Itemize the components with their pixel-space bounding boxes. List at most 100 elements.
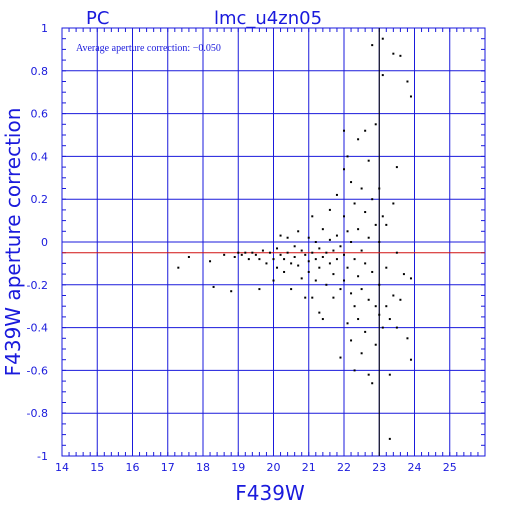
data-point <box>290 262 293 265</box>
data-point <box>367 159 370 162</box>
data-point <box>395 251 398 254</box>
data-point <box>230 290 233 293</box>
y-tick-label: 0.6 <box>31 108 49 121</box>
data-point <box>353 258 356 261</box>
data-point <box>371 382 374 385</box>
data-point <box>343 215 345 218</box>
x-tick-label: 18 <box>196 461 210 474</box>
data-point <box>350 241 353 243</box>
x-tick-label: 15 <box>90 461 104 474</box>
data-point <box>409 277 412 280</box>
data-point <box>399 54 402 57</box>
data-point <box>371 198 374 201</box>
data-point <box>304 296 307 299</box>
data-point <box>223 253 226 256</box>
data-point <box>328 262 331 265</box>
x-tick-label: 14 <box>55 461 69 474</box>
data-point <box>251 251 254 254</box>
data-point <box>367 373 370 376</box>
data-point <box>353 369 356 372</box>
x-tick-label: 20 <box>267 461 281 474</box>
chart-title: lmc_u4zn05 <box>214 8 322 29</box>
data-point <box>314 258 317 261</box>
data-point <box>321 255 324 258</box>
data-point <box>276 266 279 269</box>
data-point <box>343 253 345 256</box>
data-point <box>300 249 303 252</box>
data-point <box>346 230 349 233</box>
data-point <box>353 202 356 205</box>
data-point <box>353 305 356 308</box>
minor-ticks <box>61 27 486 457</box>
chart-subtitle: PC <box>86 8 109 29</box>
data-point <box>318 311 321 314</box>
data-point <box>293 255 296 258</box>
x-tick-label: 16 <box>126 461 140 474</box>
data-point <box>360 187 363 190</box>
data-point <box>339 245 342 248</box>
data-point <box>406 80 409 83</box>
data-point <box>335 258 338 261</box>
data-point <box>360 352 363 355</box>
x-tick-labels: 14 15 16 17 18 19 20 21 22 23 24 25 <box>55 461 457 474</box>
data-point <box>279 253 282 256</box>
data-point <box>360 288 363 291</box>
y-tick-label: 1 <box>41 22 48 35</box>
data-point <box>395 166 398 169</box>
data-point <box>307 270 310 273</box>
data-point <box>350 339 353 342</box>
data-point <box>367 298 370 301</box>
data-point <box>332 249 335 252</box>
data-point <box>378 313 381 316</box>
data-point <box>343 129 345 132</box>
data-point <box>385 305 388 308</box>
data-point <box>378 241 381 243</box>
data-point <box>335 193 338 196</box>
data-point <box>311 215 314 218</box>
data-point <box>279 234 282 237</box>
data-point <box>240 253 243 256</box>
data-point <box>367 236 370 239</box>
data-point <box>388 318 391 321</box>
data-point <box>392 294 395 297</box>
data-point <box>374 343 377 346</box>
data-point <box>378 283 381 286</box>
data-point <box>357 228 360 231</box>
data-point <box>357 138 360 141</box>
data-point <box>381 215 384 218</box>
data-point <box>388 437 391 440</box>
y-tick-label: 0 <box>41 236 48 249</box>
data-point <box>406 337 409 340</box>
data-points <box>177 37 412 440</box>
data-point <box>346 266 349 269</box>
data-point <box>409 358 412 361</box>
data-point <box>335 234 338 237</box>
data-point <box>237 251 240 254</box>
x-tick-label: 24 <box>408 461 422 474</box>
x-tick-label: 22 <box>337 461 351 474</box>
data-point <box>314 241 317 243</box>
data-point <box>374 223 377 226</box>
data-point <box>374 305 377 308</box>
data-point <box>265 262 268 265</box>
data-point <box>364 330 367 333</box>
data-point <box>357 275 360 278</box>
data-point <box>325 251 328 254</box>
y-tick-label: 0.2 <box>31 193 49 206</box>
data-point <box>328 208 331 211</box>
data-point <box>364 211 367 214</box>
data-point <box>293 245 296 248</box>
data-point <box>244 251 247 254</box>
data-point <box>409 95 412 98</box>
data-point <box>318 266 321 269</box>
data-point <box>392 202 395 205</box>
data-point <box>325 283 328 286</box>
x-tick-label: 21 <box>302 461 316 474</box>
data-point <box>350 181 353 184</box>
x-tick-label: 19 <box>231 461 245 474</box>
data-point <box>339 356 342 359</box>
data-point <box>321 318 324 321</box>
y-tick-label: -0.4 <box>27 322 48 335</box>
data-point <box>343 279 345 282</box>
data-point <box>339 288 342 291</box>
